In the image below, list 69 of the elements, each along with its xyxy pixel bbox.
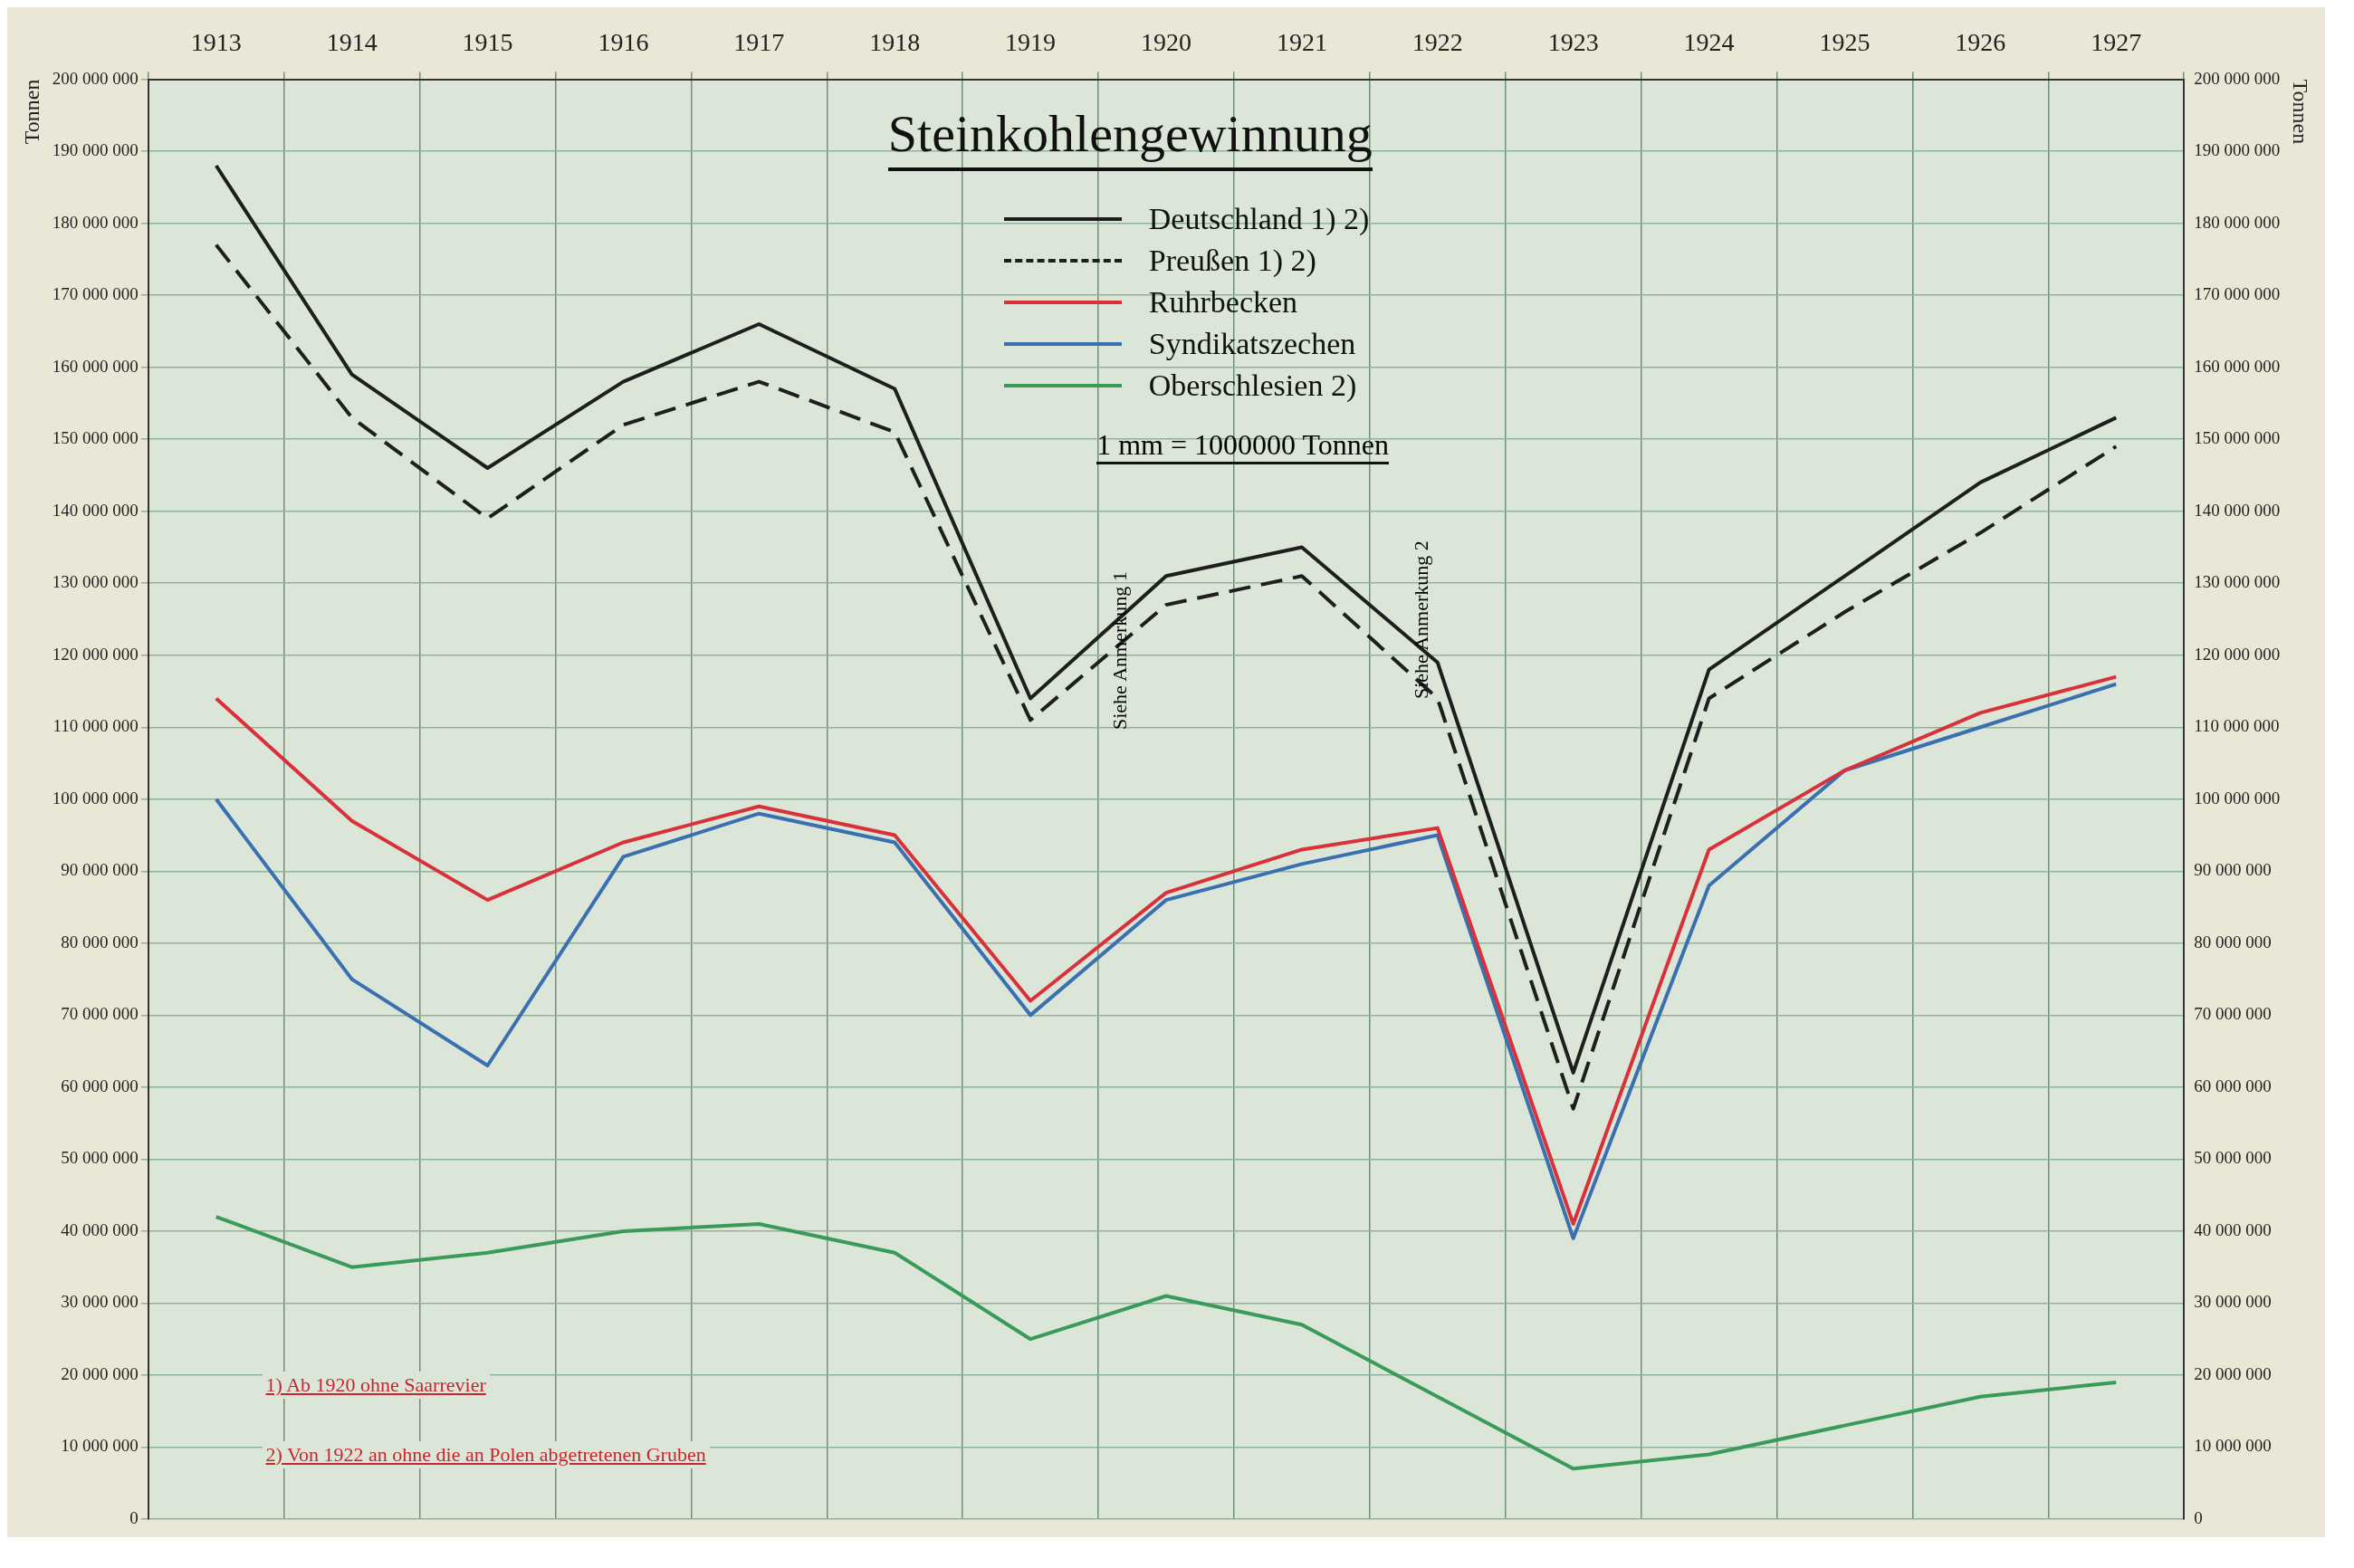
x-tick-label: 1918 (869, 28, 921, 57)
y-axis-title: Tonnen (19, 79, 43, 145)
x-tick-label: 1920 (1141, 28, 1191, 57)
legend-label: Syndikatszechen (1148, 327, 1356, 362)
y-tick-label: 160 000 000 (52, 356, 139, 376)
y-tick-label: 80 000 000 (61, 932, 139, 951)
x-tick-label: 1927 (2091, 28, 2142, 57)
y2-tick-label: 180 000 000 (2194, 212, 2281, 232)
y2-tick-label: 150 000 000 (2194, 428, 2281, 448)
x-tick-label: 1925 (1819, 28, 1871, 57)
y-tick-label: 40 000 000 (61, 1219, 139, 1239)
y2-tick-label: 140 000 000 (2194, 500, 2281, 520)
y2-tick-label: 80 000 000 (2194, 932, 2272, 951)
y-tick-label: 100 000 000 (52, 788, 139, 808)
y2-axis-title: Tonnen (2289, 79, 2313, 145)
y-tick-label: 30 000 000 (61, 1292, 139, 1312)
y2-tick-label: 70 000 000 (2194, 1004, 2272, 1024)
y-tick-label: 180 000 000 (52, 212, 139, 232)
x-tick-label: 1913 (190, 28, 242, 57)
y-tick-label: 20 000 000 (61, 1363, 139, 1383)
y-tick-label: 50 000 000 (61, 1148, 139, 1168)
x-tick-label: 1923 (1547, 28, 1599, 57)
y-tick-label: 110 000 000 (53, 716, 139, 736)
y2-tick-label: 110 000 000 (2194, 716, 2280, 736)
y2-tick-label: 10 000 000 (2194, 1436, 2272, 1456)
text: Steinkohlengewinnung (887, 103, 1373, 172)
y2-tick-label: 100 000 000 (2194, 788, 2281, 808)
y-tick-label: 140 000 000 (52, 500, 139, 520)
y2-tick-label: 200 000 000 (2194, 68, 2281, 88)
y-tick-label: 200 000 000 (52, 68, 139, 88)
legend-label: Oberschlesien 2) (1148, 368, 1357, 404)
y2-tick-label: 130 000 000 (2194, 572, 2281, 592)
annotation: 1 mm = 1000000 Tonnen (1096, 427, 1389, 464)
y-tick-label: 0 (129, 1507, 139, 1527)
x-tick-label: 1922 (1411, 28, 1463, 57)
annotation: Siehe Anmerkung 1 (1108, 570, 1132, 730)
y-tick-label: 90 000 000 (61, 860, 139, 880)
y-tick-label: 170 000 000 (52, 284, 139, 304)
y2-tick-label: 0 (2194, 1507, 2203, 1527)
x-tick-label: 1924 (1683, 28, 1735, 57)
x-tick-label: 1921 (1276, 28, 1327, 57)
y-tick-label: 70 000 000 (61, 1004, 139, 1024)
y2-tick-label: 160 000 000 (2194, 356, 2281, 376)
y-tick-label: 60 000 000 (61, 1076, 139, 1095)
x-tick-label: 1914 (326, 28, 378, 57)
legend-label: Ruhrbecken (1148, 285, 1298, 320)
y2-tick-label: 90 000 000 (2194, 860, 2272, 880)
y2-tick-label: 190 000 000 (2194, 140, 2281, 160)
y2-tick-label: 40 000 000 (2194, 1219, 2272, 1239)
y2-tick-label: 120 000 000 (2194, 644, 2281, 664)
y-tick-label: 10 000 000 (61, 1436, 139, 1456)
annotation: 1) Ab 1920 ohne Saarrevier (262, 1372, 490, 1400)
x-tick-label: 1915 (462, 28, 513, 57)
y2-tick-label: 60 000 000 (2194, 1076, 2272, 1095)
y2-tick-label: 30 000 000 (2194, 1292, 2272, 1312)
x-tick-label: 1916 (598, 28, 649, 57)
y-tick-label: 130 000 000 (52, 572, 139, 592)
legend-label: Deutschland 1) 2) (1148, 202, 1370, 237)
y2-tick-label: 20 000 000 (2194, 1363, 2272, 1383)
y2-tick-label: 50 000 000 (2194, 1148, 2272, 1168)
annotation: 2) Von 1922 an ohne die an Polen abgetretenen Gruben (262, 1440, 710, 1468)
y-tick-label: 150 000 000 (52, 428, 139, 448)
y2-tick-label: 170 000 000 (2194, 284, 2281, 304)
legend-label: Preußen 1) 2) (1148, 244, 1316, 279)
y-tick-label: 190 000 000 (52, 140, 139, 160)
x-tick-label: 1919 (1005, 28, 1057, 57)
y-tick-label: 120 000 000 (52, 644, 139, 664)
x-tick-label: 1917 (733, 28, 785, 57)
x-tick-label: 1926 (1955, 28, 2006, 57)
